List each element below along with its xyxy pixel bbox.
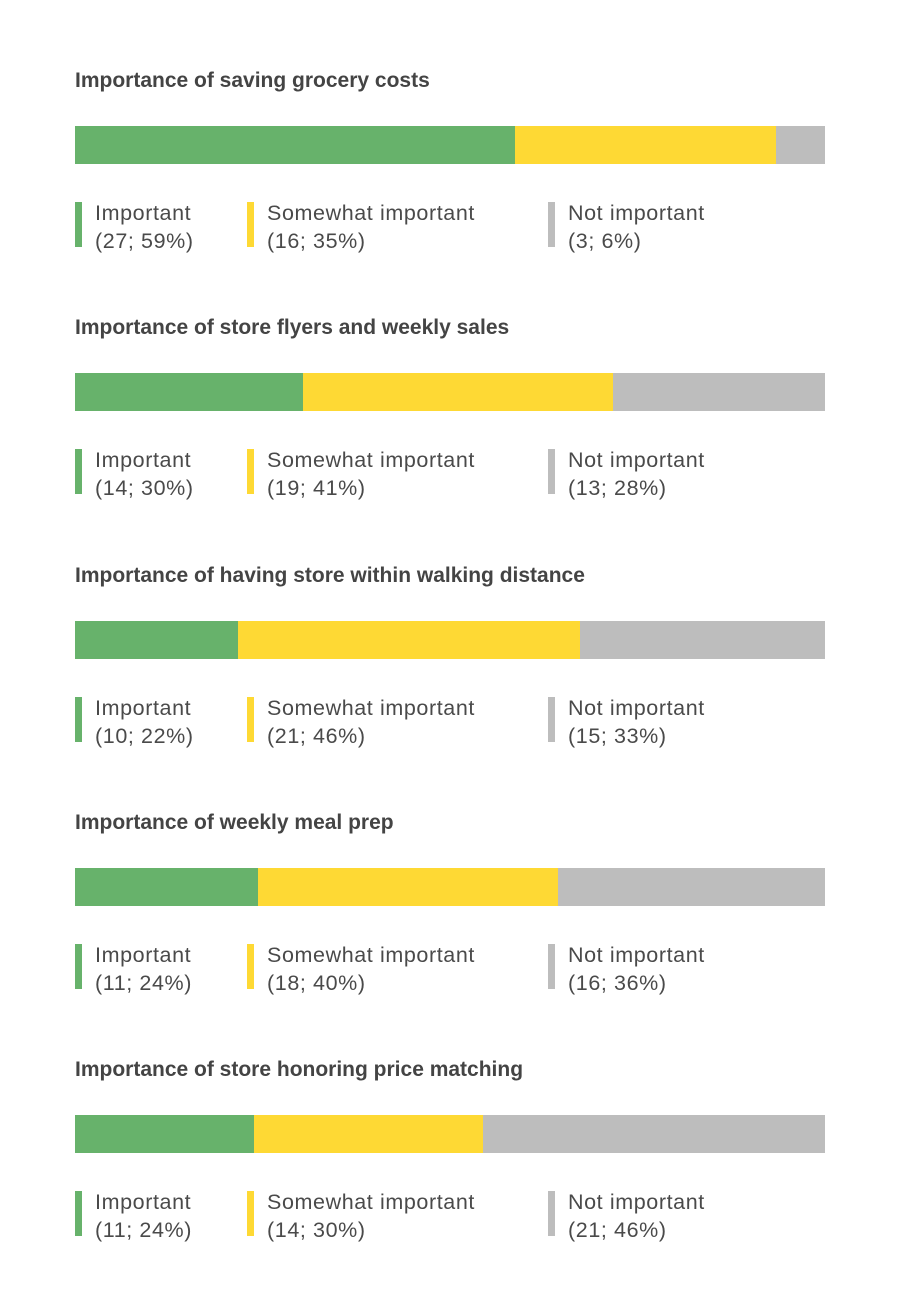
bar-segment-not-important <box>483 1115 825 1153</box>
chart-title: Importance of having store within walkin… <box>75 564 585 587</box>
legend-label: Not important <box>568 696 705 720</box>
legend-value: (27; 59%) <box>95 229 194 253</box>
chart-block: Importance of saving grocery costs Import… <box>75 68 825 268</box>
legend-value: (14; 30%) <box>267 1218 366 1242</box>
legend-swatch <box>247 449 254 494</box>
legend-label: Somewhat important <box>267 1190 475 1214</box>
legend-swatch <box>548 697 555 742</box>
stacked-bar <box>75 621 825 659</box>
bar-segment-not-important <box>613 373 825 411</box>
legend-value: (13; 28%) <box>568 476 667 500</box>
legend-label: Somewhat important <box>267 201 475 225</box>
legend-value: (16; 35%) <box>267 229 366 253</box>
stacked-bar <box>75 373 825 411</box>
chart-block: Importance of store flyers and weekly sa… <box>75 315 825 515</box>
legend-swatch <box>75 944 82 989</box>
bar-segment-somewhat-important <box>254 1115 483 1153</box>
legend-label: Not important <box>568 943 705 967</box>
bar-segment-somewhat-important <box>515 126 776 164</box>
legend-label: Not important <box>568 1190 705 1214</box>
legend-value: (3; 6%) <box>568 229 642 253</box>
stacked-bar <box>75 1115 825 1153</box>
legend-swatch <box>548 1191 555 1236</box>
legend-value: (21; 46%) <box>568 1218 667 1242</box>
bar-segment-somewhat-important <box>258 868 558 906</box>
chart-block: Importance of store honoring price match… <box>75 1057 825 1257</box>
legend-swatch <box>548 944 555 989</box>
legend-label: Important <box>95 201 192 225</box>
legend-label: Important <box>95 943 192 967</box>
chart-title: Importance of store flyers and weekly sa… <box>75 316 510 339</box>
legend-swatch <box>247 944 254 989</box>
chart-title: Importance of weekly meal prep <box>75 811 394 834</box>
legend-swatch <box>75 202 82 247</box>
legend-swatch <box>247 1191 254 1236</box>
legend-swatch <box>247 697 254 742</box>
chart-title: Importance of store honoring price match… <box>75 1058 524 1081</box>
legend-label: Important <box>95 448 192 472</box>
legend-swatch <box>548 202 555 247</box>
legend-swatch <box>548 449 555 494</box>
legend-label: Somewhat important <box>267 943 475 967</box>
legend-value: (14; 30%) <box>95 476 194 500</box>
legend-swatch <box>75 449 82 494</box>
bar-segment-important <box>75 868 258 906</box>
legend-value: (19; 41%) <box>267 476 366 500</box>
bar-segment-somewhat-important <box>238 621 580 659</box>
stacked-bar <box>75 868 825 906</box>
legend-swatch <box>75 1191 82 1236</box>
legend-label: Somewhat important <box>267 448 475 472</box>
legend-value: (16; 36%) <box>568 971 667 995</box>
legend-label: Not important <box>568 201 705 225</box>
legend-value: (21; 46%) <box>267 724 366 748</box>
legend-label: Important <box>95 1190 192 1214</box>
bar-segment-important <box>75 373 303 411</box>
chart-title: Importance of saving grocery costs <box>75 69 430 92</box>
legend-value: (11; 24%) <box>95 1218 193 1242</box>
bar-segment-important <box>75 126 515 164</box>
bar-segment-not-important <box>580 621 825 659</box>
chart-block: Importance of having store within walkin… <box>75 563 825 763</box>
bar-segment-somewhat-important <box>303 373 613 411</box>
legend-value: (15; 33%) <box>568 724 667 748</box>
bar-segment-important <box>75 621 238 659</box>
legend-label: Important <box>95 696 192 720</box>
legend-label: Somewhat important <box>267 696 475 720</box>
legend-swatch <box>247 202 254 247</box>
legend-value: (10; 22%) <box>95 724 194 748</box>
legend-swatch <box>75 697 82 742</box>
legend-label: Not important <box>568 448 705 472</box>
bar-segment-not-important <box>776 126 825 164</box>
legend-value: (11; 24%) <box>95 971 193 995</box>
bar-segment-important <box>75 1115 254 1153</box>
stacked-bar <box>75 126 825 164</box>
legend-value: (18; 40%) <box>267 971 366 995</box>
chart-block: Importance of weekly meal prep Important (… <box>75 810 825 1010</box>
bar-segment-not-important <box>558 868 825 906</box>
